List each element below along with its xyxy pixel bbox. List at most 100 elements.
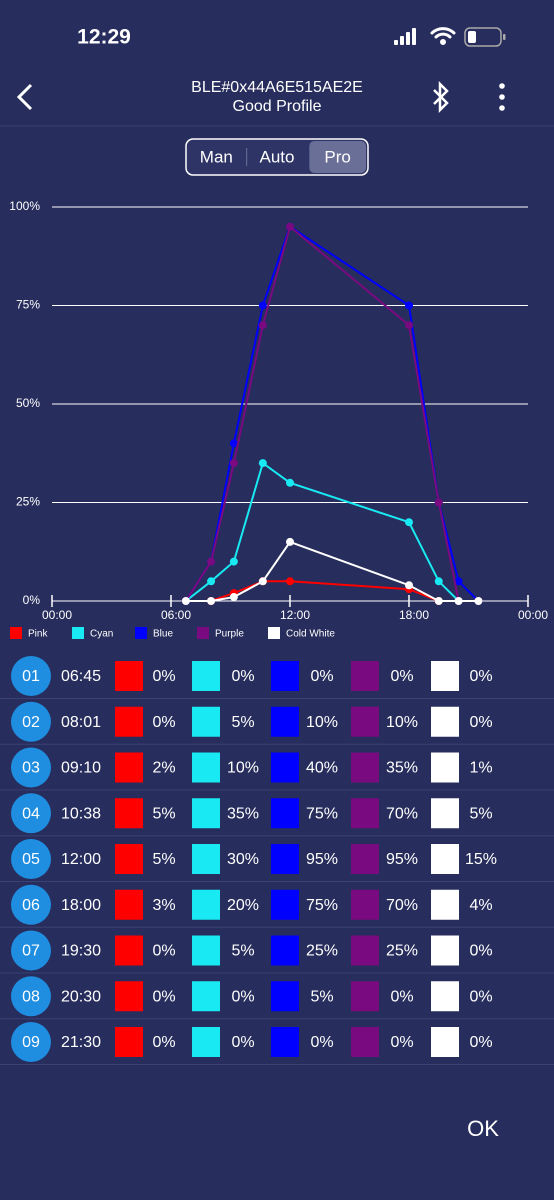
channel-value[interactable]: 0% (231, 988, 254, 1005)
row-time[interactable]: 20:30 (61, 988, 101, 1005)
y-tick-label: 25% (16, 495, 40, 509)
channel-value[interactable]: 40% (306, 760, 338, 777)
row-time[interactable]: 19:30 (61, 943, 101, 960)
channel-value[interactable]: 5% (231, 714, 254, 731)
channel-value[interactable]: 10% (306, 714, 338, 731)
row-id: 09 (22, 1034, 40, 1051)
row-time[interactable]: 08:01 (61, 714, 101, 731)
channel-value[interactable]: 0% (469, 668, 492, 685)
channel-swatch (192, 981, 220, 1012)
channel-swatch (115, 661, 143, 691)
row-id: 02 (22, 714, 40, 731)
channel-value[interactable]: 75% (306, 897, 338, 914)
channel-value[interactable]: 0% (469, 988, 492, 1005)
channel-value[interactable]: 0% (152, 943, 175, 960)
channel-value[interactable]: 5% (310, 988, 333, 1005)
channel-value[interactable]: 25% (386, 943, 418, 960)
channel-swatch (351, 706, 379, 737)
row-time[interactable]: 12:00 (61, 851, 101, 868)
channel-value[interactable]: 95% (306, 851, 338, 868)
channel-value[interactable]: 0% (469, 943, 492, 960)
channel-value[interactable]: 10% (227, 760, 259, 777)
ok-button[interactable]: OK (467, 1116, 499, 1141)
channel-value[interactable]: 0% (390, 668, 413, 685)
channel-value[interactable]: 0% (152, 1034, 175, 1051)
menu-button[interactable] (499, 83, 505, 111)
battery-icon (464, 27, 506, 47)
channel-value[interactable]: 0% (469, 714, 492, 731)
data-point (454, 577, 463, 586)
channel-value[interactable]: 95% (386, 851, 418, 868)
tab[interactable]: Man (200, 147, 233, 166)
channel-value[interactable]: 2% (152, 760, 175, 777)
channel-value[interactable]: 0% (469, 1034, 492, 1051)
channel-value[interactable]: 35% (386, 760, 418, 777)
wifi-icon (430, 27, 456, 45)
channel-value[interactable]: 0% (231, 668, 254, 685)
channel-value[interactable]: 5% (231, 943, 254, 960)
channel-value[interactable]: 75% (306, 805, 338, 822)
channel-value[interactable]: 0% (152, 668, 175, 685)
channel-swatch (431, 844, 459, 874)
channel-value[interactable]: 0% (310, 668, 333, 685)
data-point (181, 597, 190, 605)
channel-value[interactable]: 35% (227, 805, 259, 822)
legend-label: Purple (215, 629, 244, 640)
channel-swatch (271, 798, 299, 829)
channel-swatch (271, 1027, 299, 1057)
channel-swatch (271, 706, 299, 737)
channel-value[interactable]: 30% (227, 851, 259, 868)
channel-swatch (192, 752, 220, 783)
y-tick-label: 50% (16, 396, 40, 410)
row-id: 07 (22, 943, 40, 960)
row-time[interactable]: 06:45 (61, 668, 101, 685)
data-point (286, 537, 294, 546)
row-id: 06 (22, 897, 40, 914)
row-id: 05 (22, 851, 40, 868)
data-point (286, 577, 294, 586)
channel-value[interactable]: 5% (152, 851, 175, 868)
channel-swatch (271, 981, 299, 1012)
row-time[interactable]: 18:00 (61, 897, 101, 914)
tab[interactable]: Auto (260, 147, 295, 166)
channel-value[interactable]: 5% (469, 805, 492, 822)
bluetooth-button[interactable] (433, 80, 449, 114)
channel-value[interactable]: 0% (152, 988, 175, 1005)
channel-value[interactable]: 0% (231, 1034, 254, 1051)
channel-value[interactable]: 3% (152, 897, 175, 914)
channel-value[interactable]: 1% (469, 760, 492, 777)
channel-value[interactable]: 20% (227, 897, 259, 914)
channel-value[interactable]: 0% (390, 1034, 413, 1051)
row-time[interactable]: 21:30 (61, 1034, 101, 1051)
channel-value[interactable]: 0% (310, 1034, 333, 1051)
data-point (405, 301, 413, 310)
x-tick-label: 00:00 (518, 608, 548, 622)
channel-value[interactable]: 10% (386, 714, 418, 731)
channel-swatch (271, 935, 299, 966)
x-tick-label: 06:00 (161, 608, 191, 622)
tab[interactable]: Pro (324, 147, 350, 166)
channel-value[interactable]: 25% (306, 943, 338, 960)
channel-value[interactable]: 4% (469, 897, 492, 914)
legend-swatch (72, 627, 84, 639)
row-time[interactable]: 09:10 (61, 760, 101, 777)
channel-value[interactable]: 70% (386, 897, 418, 914)
channel-value[interactable]: 0% (390, 988, 413, 1005)
row-badge (11, 1022, 51, 1062)
channel-swatch (192, 889, 220, 920)
row-time[interactable]: 10:38 (61, 805, 101, 822)
channel-swatch (192, 706, 220, 737)
channel-value[interactable]: 15% (465, 851, 497, 868)
channel-swatch (351, 798, 379, 829)
data-point (286, 222, 294, 231)
back-button[interactable] (16, 83, 33, 111)
tab-selected-bg (309, 141, 366, 173)
channel-value[interactable]: 0% (152, 714, 175, 731)
channel-value[interactable]: 5% (152, 805, 175, 822)
channel-value[interactable]: 70% (386, 805, 418, 822)
channel-swatch (271, 661, 299, 691)
channel-swatch (192, 935, 220, 966)
channel-swatch (351, 981, 379, 1012)
channel-swatch (115, 1027, 143, 1057)
